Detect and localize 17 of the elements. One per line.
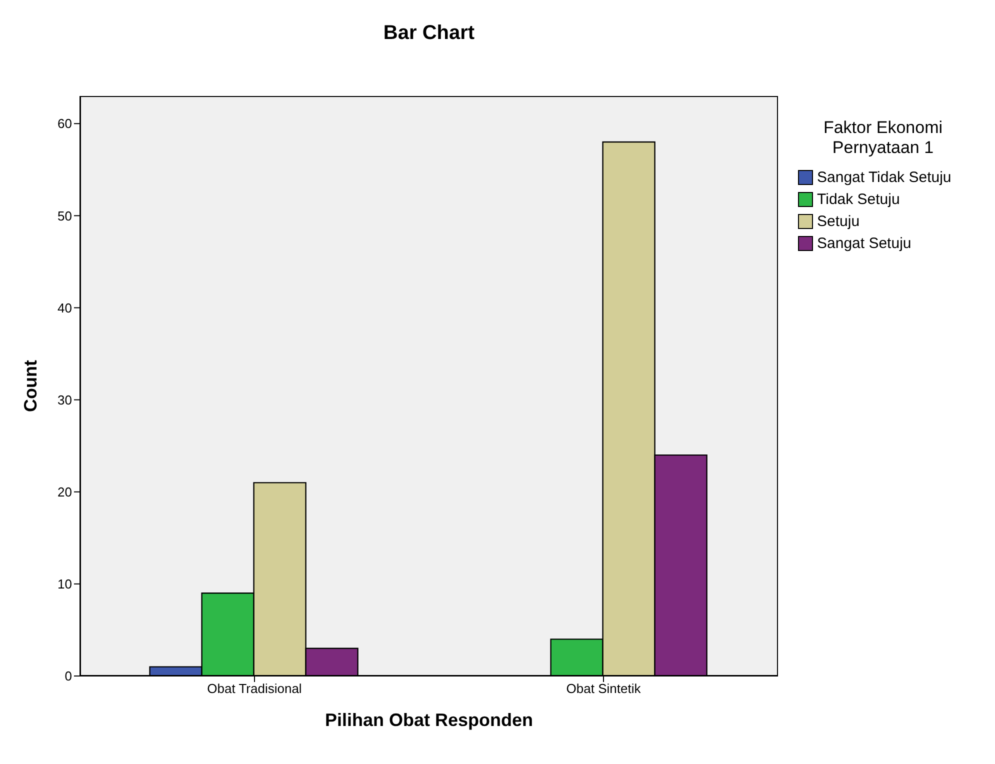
- y-tick-label: 50: [58, 208, 72, 224]
- y-tick-label: 10: [58, 576, 72, 592]
- y-tick-label: 0: [64, 668, 72, 684]
- x-tick-label: Obat Tradisional: [207, 681, 302, 696]
- x-tick-label: Obat Sintetik: [566, 681, 642, 696]
- y-tick-label: 30: [58, 392, 72, 408]
- legend-label: Tidak Setuju: [817, 190, 900, 208]
- y-axis-title: Count: [20, 360, 40, 412]
- legend-title: Faktor Ekonomi Pernyataan 1: [822, 118, 944, 158]
- legend-label: Setuju: [817, 212, 860, 230]
- y-tick-label: 20: [58, 484, 72, 500]
- legend-label: Sangat Setuju: [817, 234, 912, 252]
- x-axis-title: Pilihan Obat Responden: [324, 710, 534, 730]
- legend-label: Sangat Tidak Setuju: [817, 168, 952, 186]
- y-tick-label: 40: [58, 300, 72, 316]
- chart-title: Bar Chart: [382, 22, 476, 45]
- y-tick-label: 60: [58, 116, 72, 132]
